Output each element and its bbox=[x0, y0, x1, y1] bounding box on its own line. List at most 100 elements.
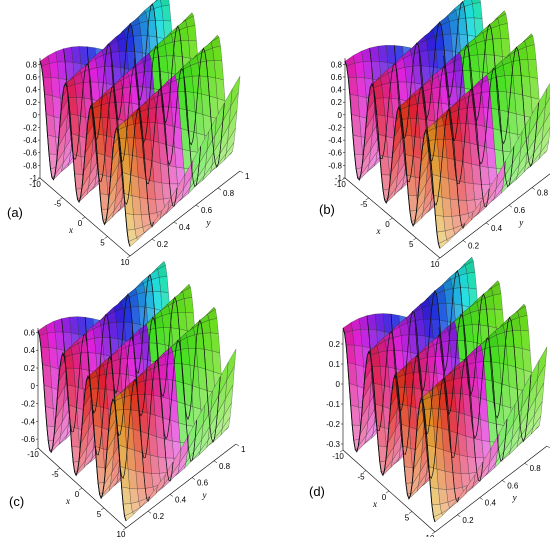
x-tick-mark bbox=[436, 257, 441, 261]
z-tick-label: 0.6 bbox=[26, 73, 38, 82]
z-tick-label: 0 bbox=[338, 111, 343, 120]
surface-contour-line bbox=[133, 3, 225, 169]
x-tick-mark bbox=[431, 531, 436, 535]
y-tick-mark bbox=[151, 238, 156, 242]
x-tick-mark bbox=[389, 217, 393, 221]
z-tick-label: -0.4 bbox=[21, 417, 35, 426]
z-tick-label: -0.8 bbox=[328, 161, 342, 170]
y-tick-label: 0.4 bbox=[485, 499, 497, 508]
x-tick-mark bbox=[104, 236, 108, 239]
y-tick-label: 0.6 bbox=[197, 479, 209, 488]
y-tick-mark bbox=[462, 240, 467, 243]
y-tick-mark bbox=[169, 494, 174, 497]
x-tick-label: 0 bbox=[78, 219, 83, 228]
y-axis-line bbox=[129, 170, 241, 257]
surface-patch bbox=[161, 313, 172, 328]
y-tick-label: 0.6 bbox=[514, 206, 526, 215]
panel-label-a: (a) bbox=[7, 205, 23, 220]
y-tick-mark bbox=[485, 222, 490, 226]
surface-contour-line bbox=[342, 327, 436, 523]
z-tick-label: 0 bbox=[336, 380, 341, 389]
surface-patch bbox=[526, 44, 537, 60]
y-tick-label: 0.8 bbox=[223, 189, 235, 198]
y-tick-mark bbox=[239, 170, 244, 174]
surface-patch bbox=[185, 15, 196, 28]
surface-mesh bbox=[39, 0, 241, 247]
surface-plot-c: 0.6 0.4 0.2 0 -0.2 -0.4 -0.6 -10 -5 0 5 10 x 0.2 0.4 0.… bbox=[21, 261, 246, 537]
y-tick-label: 0.2 bbox=[468, 241, 480, 250]
x-tick-mark bbox=[362, 470, 367, 473]
x-tick-mark bbox=[59, 197, 63, 200]
x-tick-label: 10 bbox=[431, 260, 440, 269]
z-tick-label: 0.4 bbox=[24, 346, 36, 355]
y-tick-label: 0.2 bbox=[157, 240, 169, 249]
x-tick-label: 5 bbox=[97, 510, 102, 519]
surface-patch bbox=[212, 45, 223, 61]
z-tick-label: 0.2 bbox=[24, 364, 36, 373]
x-tick-label: 5 bbox=[405, 514, 410, 523]
x-tick-mark bbox=[408, 511, 413, 514]
z-tick-label: -0.8 bbox=[23, 161, 37, 170]
surface-contour-line bbox=[131, 273, 221, 444]
z-tick-label: -0.6 bbox=[328, 149, 342, 158]
x-tick-label: 5 bbox=[100, 239, 105, 248]
x-tick-mark bbox=[36, 177, 41, 181]
y-tick-mark bbox=[531, 187, 536, 190]
x-tick-mark bbox=[81, 216, 86, 220]
x-tick-mark bbox=[341, 177, 346, 181]
surface-patch bbox=[208, 318, 219, 334]
surface-contour-line bbox=[443, 0, 539, 168]
panel-d: 0.2 0.1 0 -0.1 -0.2 -0.3 -10 -5 0 5 10 x 0.2 0.4 0.6 0.… bbox=[275, 256, 550, 537]
y-axis-label: y bbox=[518, 218, 523, 228]
y-tick-mark bbox=[479, 497, 483, 500]
z-tick-label: 0.2 bbox=[331, 98, 343, 107]
z-tick-label: 0 bbox=[33, 111, 38, 120]
y-tick-mark bbox=[508, 204, 513, 208]
y-tick-label: 0.8 bbox=[537, 189, 549, 198]
x-tick-mark bbox=[339, 449, 344, 453]
z-tick-label: -0.4 bbox=[23, 136, 37, 145]
x-tick-label: 0 bbox=[75, 490, 80, 499]
y-tick-label: 0.4 bbox=[179, 223, 191, 232]
x-tick-label: -10 bbox=[29, 180, 41, 189]
y-axis-label: y bbox=[206, 217, 211, 227]
panel-c: 0.6 0.4 0.2 0 -0.2 -0.4 -0.6 -10 -5 0 5 10 x 0.2 0.4 0.… bbox=[0, 261, 275, 537]
surface-patch bbox=[353, 50, 364, 64]
z-tick-label: 0.1 bbox=[329, 360, 341, 369]
z-tick-label: -0.6 bbox=[23, 149, 37, 158]
z-tick-label: 0.6 bbox=[24, 328, 36, 337]
x-tick-mark bbox=[34, 447, 39, 451]
z-tick-label: -1 bbox=[335, 174, 343, 183]
y-tick-mark bbox=[457, 514, 461, 518]
surface-patch bbox=[438, 488, 449, 505]
y-tick-mark bbox=[147, 510, 152, 514]
y-tick-mark bbox=[235, 443, 240, 447]
z-tick-label: -0.2 bbox=[328, 123, 342, 132]
y-axis-line bbox=[439, 173, 550, 259]
surface-patch bbox=[518, 315, 529, 331]
z-tick-label: -0.3 bbox=[326, 440, 340, 449]
panel-b: 0.8 0.6 0.4 0.2 0 -0.2 -0.4 -0.6 -0.8 -1 -10 -5 0 5 10… bbox=[275, 0, 550, 269]
y-tick-mark bbox=[502, 480, 506, 483]
x-tick-label: -5 bbox=[360, 200, 368, 209]
z-tick-label: -0.2 bbox=[21, 400, 35, 409]
x-tick-mark bbox=[385, 490, 390, 494]
surface-patch bbox=[182, 287, 193, 299]
y-tick-label: 0.4 bbox=[175, 495, 187, 504]
surface-patch bbox=[186, 334, 197, 349]
surface-contour-line bbox=[110, 22, 202, 188]
panel-label-b: (b) bbox=[319, 202, 335, 217]
y-tick-label: 0.4 bbox=[491, 224, 503, 233]
x-tick-mark bbox=[78, 487, 83, 491]
z-tick-label: -0.2 bbox=[326, 420, 340, 429]
surface-patch bbox=[129, 488, 139, 504]
y-tick-mark bbox=[173, 221, 178, 225]
surface-mesh bbox=[37, 261, 237, 522]
x-tick-mark bbox=[100, 507, 105, 511]
x-axis-label: x bbox=[68, 225, 73, 235]
surface-plot-b: 0.8 0.6 0.4 0.2 0 -0.2 -0.4 -0.6 -0.8 -1-10 -5 0 5 10… bbox=[328, 0, 550, 269]
z-tick-label: -0.2 bbox=[23, 123, 37, 132]
z-tick-label: 0 bbox=[31, 382, 36, 391]
y-tick-label: 0.8 bbox=[530, 464, 542, 473]
y-tick-label: 0.6 bbox=[201, 206, 213, 215]
